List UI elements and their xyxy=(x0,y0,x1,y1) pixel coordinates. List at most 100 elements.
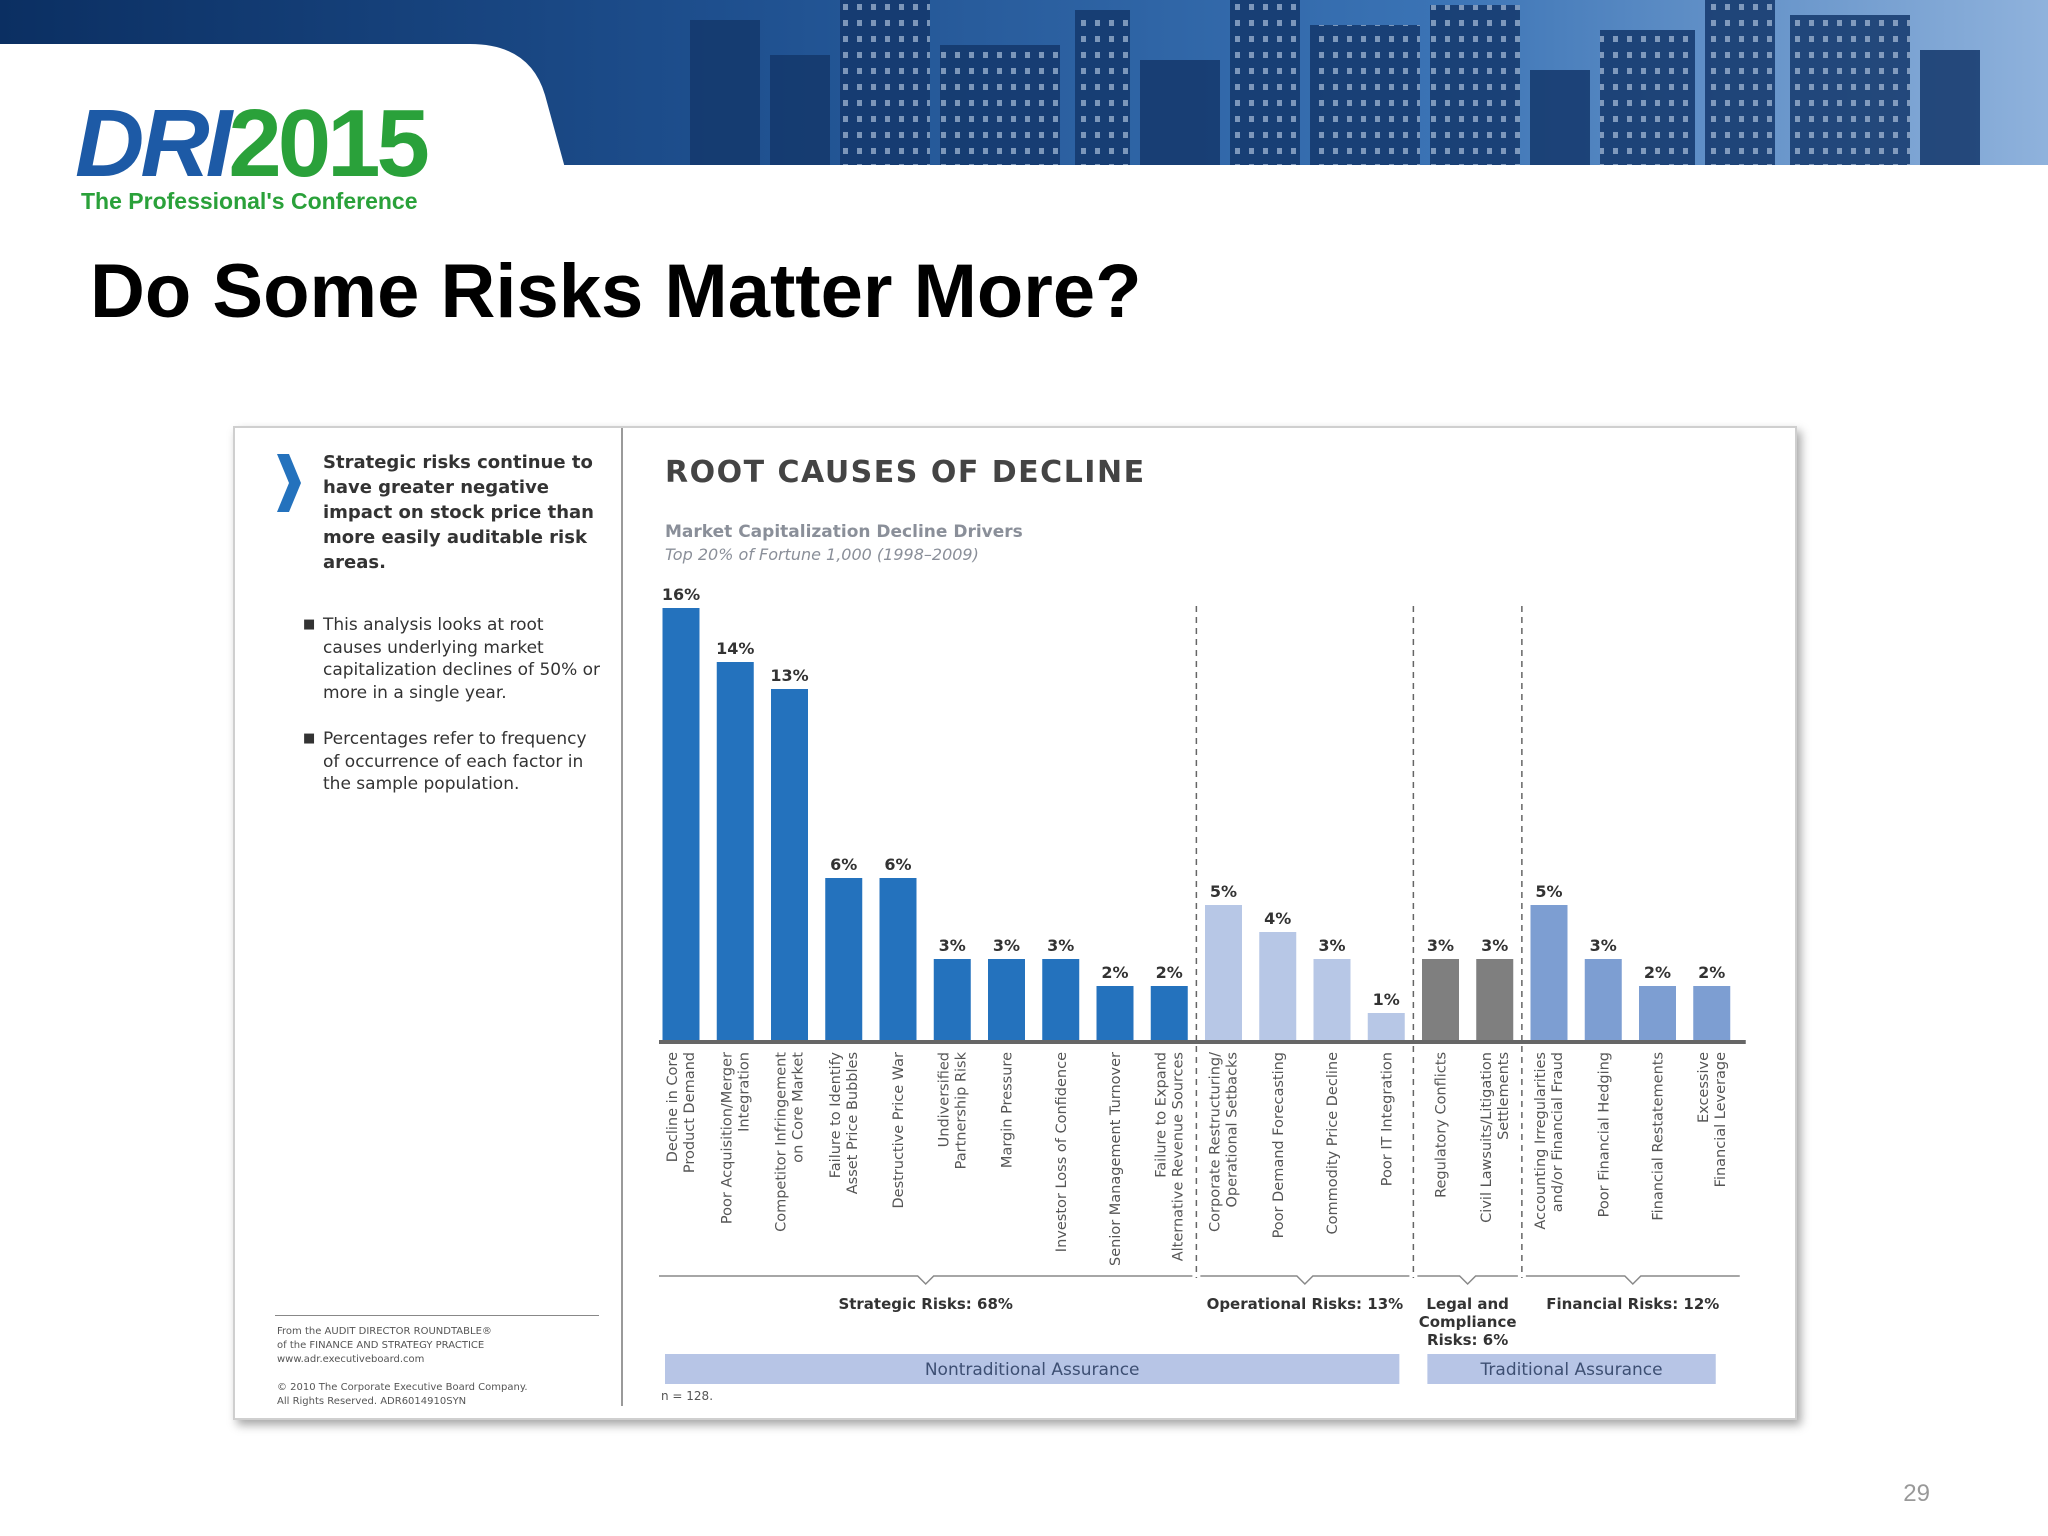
category-label: Destructive Price War xyxy=(891,1052,907,1209)
slide-title: Do Some Risks Matter More? xyxy=(90,249,1142,334)
category-label: Poor Financial Hedging xyxy=(1596,1052,1612,1217)
group-labels: Strategic Risks: 68% Operational Risks: 1… xyxy=(838,1295,1719,1349)
sample-size-note: n = 128. xyxy=(661,1389,713,1403)
group-label: Financial Risks: 12% xyxy=(1546,1295,1719,1313)
category-label: Senior Management Turnover xyxy=(1108,1052,1124,1266)
group-bracket xyxy=(1417,1275,1518,1286)
category-label: Financial Restatements xyxy=(1651,1052,1667,1221)
bar-value-label: 3% xyxy=(1047,936,1074,955)
bar-value-label: 2% xyxy=(1644,963,1671,982)
group-bracket xyxy=(1200,1275,1410,1286)
bar-value-label: 2% xyxy=(1156,963,1183,982)
bar xyxy=(1476,959,1514,1040)
bar xyxy=(1096,986,1134,1040)
bar xyxy=(1259,932,1297,1040)
bar xyxy=(1150,986,1188,1040)
bar xyxy=(716,662,754,1040)
source-line: www.adr.executiveboard.com xyxy=(277,1354,425,1365)
logo-dri: DRI xyxy=(75,90,232,197)
copyright-line: © 2010 The Corporate Executive Board Com… xyxy=(277,1382,528,1393)
category-label: Failure to ExpandAlternative Revenue Sou… xyxy=(1153,1052,1186,1261)
assurance-band-label: Nontraditional Assurance xyxy=(925,1360,1140,1380)
assurance-band-label: Traditional Assurance xyxy=(1480,1360,1663,1380)
category-label: Margin Pressure xyxy=(1000,1052,1016,1168)
value-labels: 16% 14% 13% 6% 6% 3% 3% 3% 2% 2% 5% 4% 3% 1% 3% 3% 5% 3% 2… xyxy=(662,585,1725,1009)
bar-value-label: 2% xyxy=(1698,963,1725,982)
assurance-band xyxy=(665,1354,1400,1384)
bar-value-label: 14% xyxy=(716,639,754,658)
bar xyxy=(1693,986,1731,1040)
category-label: Poor Acquisition/MergerIntegration xyxy=(719,1052,752,1224)
chart-title: ROOT CAUSES OF DECLINE xyxy=(665,455,1146,490)
bar xyxy=(825,878,863,1040)
bar xyxy=(988,959,1025,1040)
bar-value-label: 6% xyxy=(830,855,857,874)
bullet-square-icon: ■ xyxy=(303,731,316,746)
group-brackets xyxy=(659,1275,1740,1286)
bar-value-label: 3% xyxy=(1318,936,1345,955)
bar xyxy=(1205,905,1242,1040)
bar xyxy=(1530,905,1568,1040)
bar-value-label: 5% xyxy=(1535,882,1562,901)
category-label: Investor Loss of Confidence xyxy=(1054,1052,1070,1252)
category-label: Competitor Infringementon Core Market xyxy=(774,1052,807,1232)
group-label: Legal and Compliance Risks: 6% xyxy=(1419,1295,1517,1349)
chart-subtitle-2: Top 20% of Fortune 1,000 (1998–2009) xyxy=(665,545,979,564)
bar xyxy=(879,878,917,1040)
sidebar-divider xyxy=(621,428,623,1406)
logo-wordmark: DRI2015 xyxy=(75,96,430,192)
bar-value-label: 3% xyxy=(1427,936,1454,955)
bullet-square-icon: ■ xyxy=(303,617,316,632)
group-label: Operational Risks: 13% xyxy=(1207,1295,1404,1313)
bar xyxy=(1422,959,1459,1040)
bar-value-label: 3% xyxy=(1481,936,1508,955)
group-label: Strategic Risks: 68% xyxy=(838,1295,1012,1313)
bar-value-label: 16% xyxy=(662,585,700,604)
bar xyxy=(662,608,700,1040)
category-label: UndiversifiedPartnership Risk xyxy=(936,1051,969,1169)
assurance-band xyxy=(1427,1354,1716,1384)
bar xyxy=(1042,959,1080,1040)
logo-year: 2015 xyxy=(228,90,430,197)
bar-value-label: 5% xyxy=(1210,882,1237,901)
copyright-line: All Rights Reserved. ADR6014910SYN xyxy=(277,1396,467,1407)
category-label: Regulatory Conflicts xyxy=(1434,1052,1450,1198)
bar-value-label: 6% xyxy=(884,855,911,874)
bar-value-label: 3% xyxy=(1590,936,1617,955)
header-banner xyxy=(0,0,2048,168)
logo: DRI2015 The Professional's Conference xyxy=(75,96,430,215)
bullet-item: ■ Percentages refer to frequency of occu… xyxy=(303,728,603,796)
assurance-bands: Nontraditional Assurance Traditional Assu… xyxy=(665,1354,1716,1384)
bar-value-label: 2% xyxy=(1101,963,1128,982)
bar xyxy=(1313,959,1351,1040)
bar xyxy=(771,689,808,1040)
category-label: Decline in CoreProduct Demand xyxy=(665,1052,698,1173)
group-separators xyxy=(1195,606,1523,1278)
source-divider xyxy=(275,1315,599,1316)
bar-chart: ROOT CAUSES OF DECLINE Market Capitaliza… xyxy=(659,455,1746,1403)
bullet-text: This analysis looks at root causes under… xyxy=(323,615,601,703)
category-label: Poor IT Integration xyxy=(1379,1052,1395,1186)
bar xyxy=(1367,1013,1405,1040)
key-point-text: Strategic risks continue to have greater… xyxy=(323,452,594,573)
category-label: Corporate Restructuring/Operational Setb… xyxy=(1208,1052,1241,1232)
category-label: Accounting Irregularitiesand/or Financia… xyxy=(1533,1052,1566,1230)
category-label: Failure to IdentifyAsset Price Bubbles xyxy=(828,1052,861,1195)
bullet-item: ■ This analysis looks at root causes und… xyxy=(303,614,603,704)
bullet-text: Percentages refer to frequency of occurr… xyxy=(323,729,587,794)
bar-value-label: 13% xyxy=(770,666,808,685)
chart-subtitle: Market Capitalization Decline Drivers xyxy=(665,522,1023,542)
bar-value-label: 3% xyxy=(993,936,1020,955)
bar xyxy=(1639,986,1676,1040)
chevron-right-icon xyxy=(277,454,301,512)
bar-value-label: 1% xyxy=(1373,990,1400,1009)
chart-card: Strategic risks continue to have greater… xyxy=(233,426,1797,1420)
page-number: 29 xyxy=(1903,1480,1930,1507)
bar xyxy=(933,959,971,1040)
category-label: Commodity Price Decline xyxy=(1325,1052,1341,1235)
logo-tagline: The Professional's Conference xyxy=(81,188,418,214)
sidebar: Strategic risks continue to have greater… xyxy=(235,428,621,1418)
source-line: of the FINANCE AND STRATEGY PRACTICE xyxy=(277,1340,485,1351)
category-labels: Decline in CoreProduct Demand Poor Acquis… xyxy=(665,1051,1729,1266)
bar-value-label: 4% xyxy=(1264,909,1291,928)
